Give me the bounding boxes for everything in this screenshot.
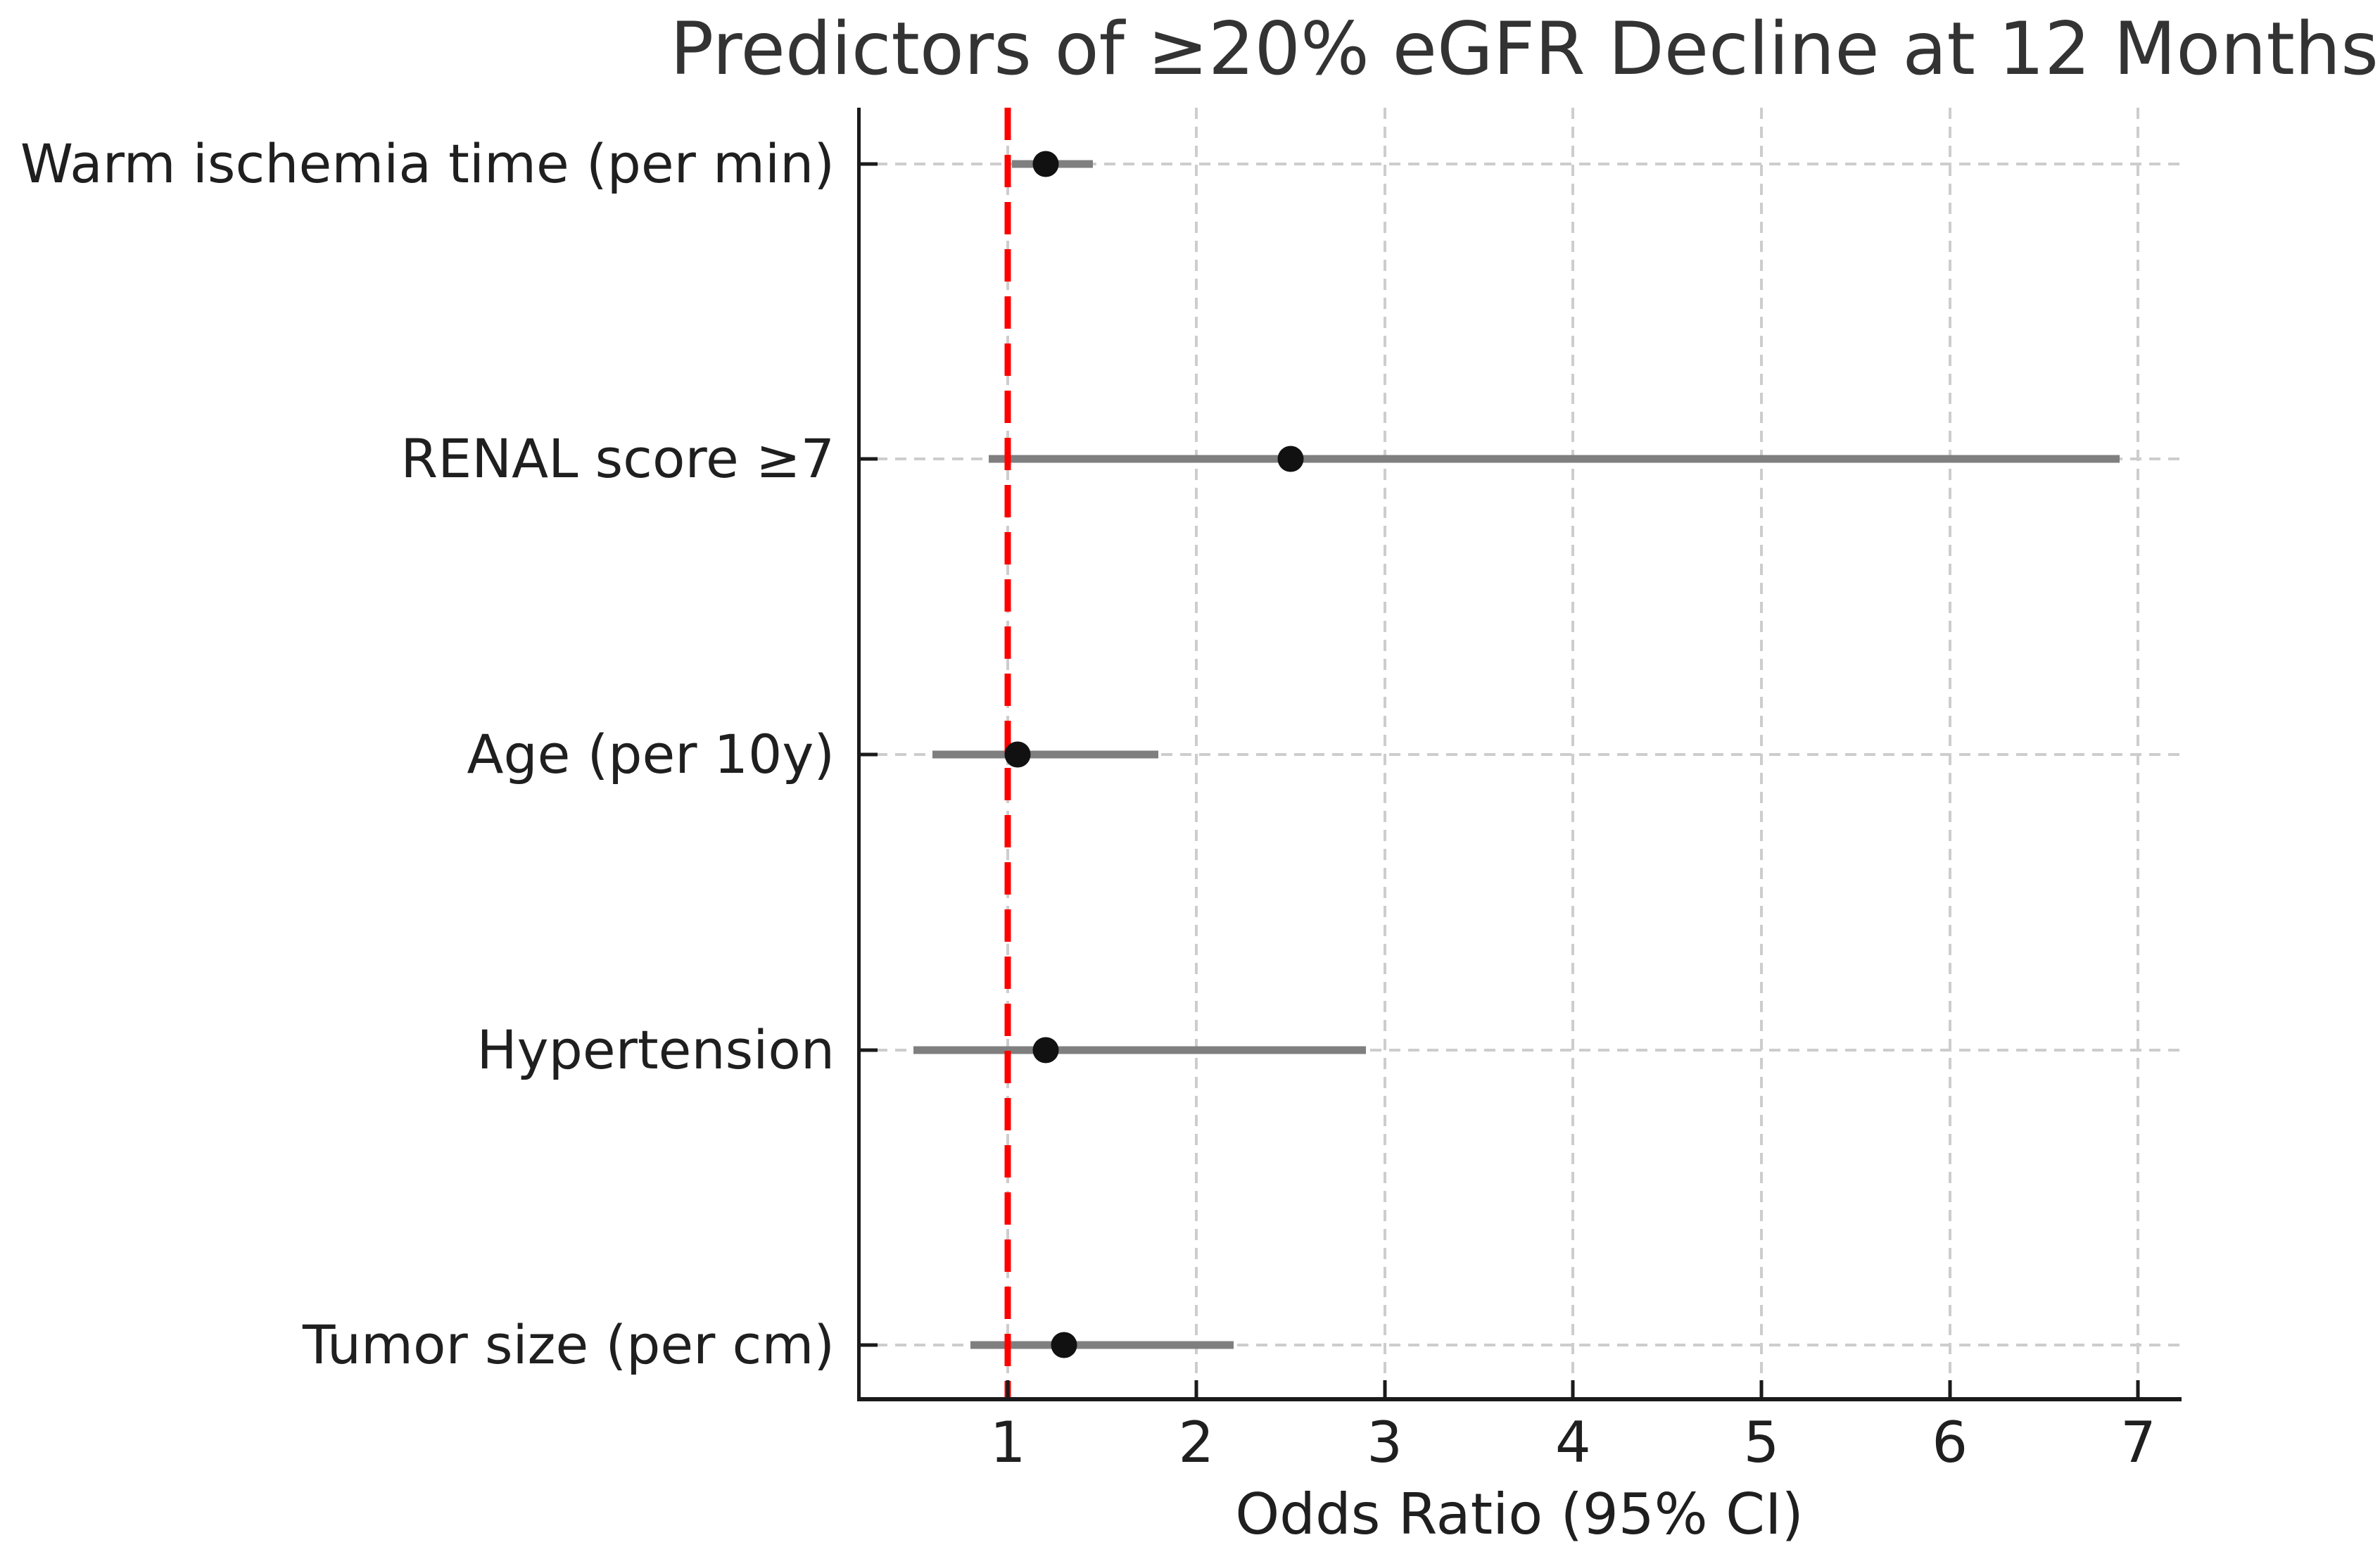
plot-area xyxy=(857,108,2182,1401)
odds-ratio-point xyxy=(1277,446,1304,472)
x-axis-tick xyxy=(1948,1380,1952,1397)
confidence-interval-bar xyxy=(970,1341,1234,1349)
x-axis-tick xyxy=(1571,1380,1575,1397)
y-category-label: Age (per 10y) xyxy=(467,723,835,786)
x-tick-label: 1 xyxy=(989,1410,1026,1475)
grid-line-horizontal xyxy=(857,1048,2182,1052)
y-category-label: Warm ischemia time (per min) xyxy=(20,132,835,195)
odds-ratio-point xyxy=(1032,1037,1059,1063)
grid-line-horizontal xyxy=(857,1344,2182,1347)
confidence-interval-bar xyxy=(989,455,2120,463)
x-axis-label: Odds Ratio (95% CI) xyxy=(1235,1482,1804,1547)
x-axis-tick xyxy=(1194,1380,1198,1397)
y-axis-tick xyxy=(861,1343,878,1347)
x-tick-label: 7 xyxy=(2120,1410,2156,1475)
x-tick-label: 2 xyxy=(1178,1410,1215,1475)
x-axis-tick xyxy=(2136,1380,2140,1397)
x-axis-tick xyxy=(1006,1380,1010,1397)
x-tick-label: 5 xyxy=(1743,1410,1780,1475)
odds-ratio-point xyxy=(1004,741,1031,768)
y-category-label: Hypertension xyxy=(476,1018,835,1081)
odds-ratio-point xyxy=(1051,1332,1077,1358)
y-axis-tick xyxy=(861,752,878,757)
x-axis-tick xyxy=(1759,1380,1764,1397)
confidence-interval-bar xyxy=(913,1046,1366,1054)
odds-ratio-point xyxy=(1032,151,1059,177)
x-tick-label: 3 xyxy=(1367,1410,1403,1475)
x-axis-spine xyxy=(857,1397,2182,1401)
grid-line-horizontal xyxy=(857,162,2182,165)
x-tick-label: 4 xyxy=(1555,1410,1591,1475)
y-category-label: Tumor size (per cm) xyxy=(302,1313,835,1377)
y-axis-tick xyxy=(861,457,878,461)
y-axis-tick xyxy=(861,1048,878,1052)
x-tick-label: 6 xyxy=(1932,1410,1968,1475)
y-axis-tick xyxy=(861,162,878,166)
chart-title: Predictors of ≥20% eGFR Decline at 12 Mo… xyxy=(670,7,2379,91)
y-category-label: RENAL score ≥7 xyxy=(400,427,835,491)
x-axis-tick xyxy=(1383,1380,1387,1397)
grid-line-horizontal xyxy=(857,753,2182,756)
confidence-interval-bar xyxy=(932,750,1159,759)
y-axis-spine xyxy=(857,108,861,1401)
